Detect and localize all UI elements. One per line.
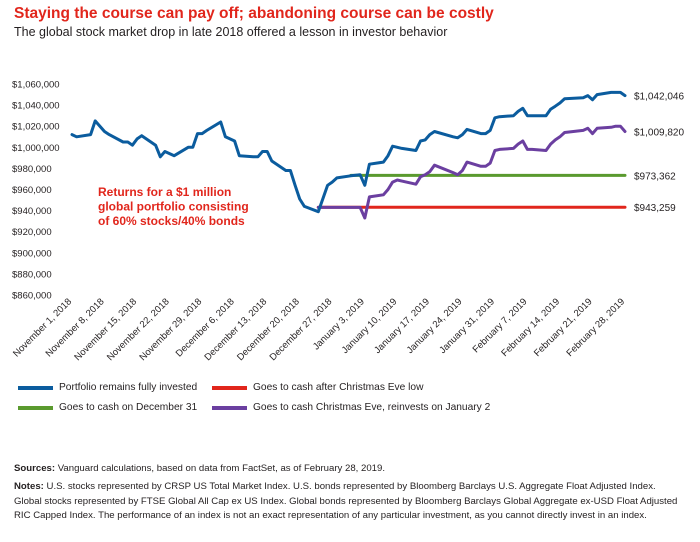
x-tick-label: November 1, 2018 [11, 296, 74, 359]
x-tick-label: January 17, 2019 [372, 296, 432, 356]
x-tick-label: January 31, 2019 [437, 296, 497, 356]
legend-label: Goes to cash on December 31 [59, 402, 198, 413]
x-tick-label: February 21, 2019 [532, 296, 595, 359]
y-tick-label: $960,000 [12, 185, 52, 196]
x-tick-label: January 10, 2019 [340, 296, 400, 356]
legend-swatch-red [212, 385, 247, 390]
legend-swatch-purple [212, 405, 247, 410]
notes-text: U.S. stocks represented by CRSP US Total… [14, 481, 678, 521]
y-tick-label: $920,000 [12, 227, 52, 238]
legend-label: Portfolio remains fully invested [59, 382, 198, 393]
legend-swatch-green [18, 405, 53, 410]
y-tick-label: $1,060,000 [12, 80, 60, 91]
y-tick-label: $940,000 [12, 206, 52, 217]
chart-title: Staying the course can pay off; abandoni… [14, 5, 494, 22]
line-chart: $860,000 $880,000 $900,000 $920,000 $940,000… [11, 80, 684, 364]
x-tick-label: January 24, 2019 [405, 296, 465, 356]
end-label-cash-christmas-eve: $943,259 [634, 203, 676, 214]
x-tick-label: February 28, 2019 [564, 296, 627, 359]
series-line-fully-invested [70, 90, 627, 214]
y-tick-label: $1,040,000 [12, 101, 60, 112]
series-line-reinvests-jan-2 [316, 124, 627, 220]
legend-label: Goes to cash after Christmas Eve low [253, 382, 424, 393]
legend-swatch-blue [18, 385, 53, 390]
y-tick-label: $900,000 [12, 248, 52, 259]
chart-subtitle: The global stock market drop in late 201… [14, 25, 448, 39]
end-label-fully-invested: $1,042,046 [634, 92, 684, 103]
legend-item-fully-invested: Portfolio remains fully invested [18, 382, 197, 393]
end-label-cash-dec-31: $973,362 [634, 171, 676, 182]
y-tick-label: $880,000 [12, 269, 52, 280]
sources-note: Sources: Vanguard calculations, based on… [14, 462, 686, 477]
sources-text: Vanguard calculations, based on data fro… [57, 463, 386, 474]
chart-annotation-line: of 60% stocks/40% bonds [98, 214, 245, 228]
legend-label: Goes to cash Christmas Eve, reinvests on… [253, 402, 491, 413]
notes-block: Notes: U.S. stocks represented by CRSP U… [14, 480, 686, 524]
sources-label: Sources: [14, 463, 56, 474]
chart-annotation-line: Returns for a $1 million [98, 185, 231, 199]
legend-item-reinvests-jan-2: Goes to cash Christmas Eve, reinvests on… [212, 402, 490, 413]
y-tick-label: $1,020,000 [12, 122, 60, 133]
x-tick-label: November 8, 2018 [44, 296, 107, 359]
legend-item-cash-christmas-eve: Goes to cash after Christmas Eve low [212, 382, 423, 393]
y-tick-label: $1,000,000 [12, 143, 60, 154]
x-tick-label: February 14, 2019 [499, 296, 562, 359]
y-tick-label: $980,000 [12, 164, 52, 175]
chart-annotation-line: global portfolio consisting [98, 200, 249, 214]
x-tick-label: December 6, 2018 [174, 296, 237, 359]
legend-item-cash-dec-31: Goes to cash on December 31 [18, 402, 197, 413]
y-tick-label: $860,000 [12, 291, 52, 302]
notes-label: Notes: [14, 481, 44, 492]
end-label-reinvests-jan-2: $1,009,820 [634, 127, 684, 138]
